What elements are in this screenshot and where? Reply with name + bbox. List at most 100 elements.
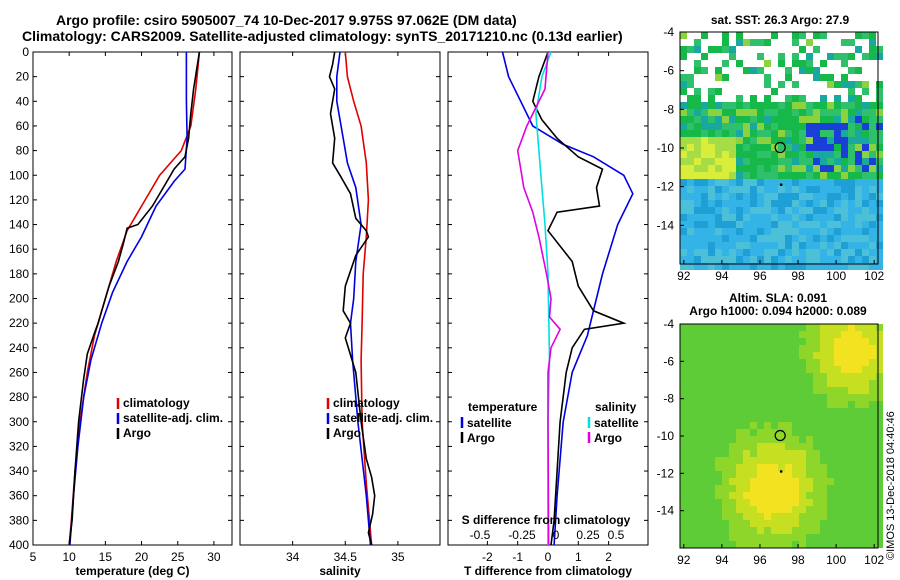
temperature-xtick-label: 30	[207, 550, 221, 564]
salinity-xtick-label: 34	[286, 550, 300, 564]
sst-map-xtick-label: 96	[753, 269, 767, 283]
salinity-diff-tick-label: 0.5	[608, 528, 625, 542]
sla-map-ytick-label: -4	[663, 317, 674, 331]
depth-tick-label: 320	[9, 439, 29, 453]
depth-tick-label: 360	[9, 489, 29, 503]
title-line-2: Climatology: CARS2009. Satellite-adjuste…	[22, 28, 623, 44]
salinity-legend-item: climatology	[333, 396, 400, 410]
depth-tick-label: 180	[9, 267, 29, 281]
salinity-legend-item: Argo	[333, 426, 361, 440]
depth-tick-label: 80	[16, 144, 30, 158]
temperature-series-climatology	[68, 51, 201, 546]
temperature-series-argo	[68, 51, 201, 546]
depth-tick-label: 300	[9, 415, 29, 429]
depth-tick-label: 20	[16, 70, 30, 84]
depth-tick-label: 340	[9, 464, 29, 478]
sst-map-ytick-label: -6	[663, 64, 674, 78]
sla-map-xtick-label: 98	[791, 553, 805, 567]
depth-tick-label: 100	[9, 168, 29, 182]
temperature-axes-frame	[32, 51, 233, 546]
temperature-xtick-label: 15	[99, 550, 113, 564]
depth-tick-label: 260	[9, 365, 29, 379]
temperature-legend-item: climatology	[123, 396, 190, 410]
diff-legend-item: satellite	[594, 416, 639, 430]
sst-map-xtick-label: 94	[715, 269, 729, 283]
sla-map-xtick-label: 102	[864, 553, 884, 567]
sla-map-ytick-label: -10	[657, 429, 675, 443]
depth-tick-label: 200	[9, 292, 29, 306]
temperature-xtick-label: 20	[135, 550, 149, 564]
salinity-series-climatology	[344, 51, 373, 546]
sla-map-title-2: Argo h1000: 0.094 h2000: 0.089	[689, 304, 867, 318]
salinity-diff-tick-label: -0.5	[470, 528, 491, 542]
sst-map-xtick-label: 100	[826, 269, 846, 283]
salinity-axes-frame	[239, 51, 441, 546]
differences-series-t-satellite	[501, 51, 634, 546]
temperature-series-satellite-adj-clim-	[69, 52, 188, 546]
title-line-1: Argo profile: csiro 5905007_74 10-Dec-20…	[56, 12, 517, 28]
salinity-series-argo	[328, 51, 376, 546]
differences-series-s-argo	[516, 51, 562, 546]
salinity-xlabel: salinity	[319, 564, 361, 578]
sla-map-ytick-label: -6	[663, 354, 674, 368]
differences-xtick-label: 1	[575, 550, 582, 564]
depth-tick-label: 160	[9, 242, 29, 256]
sla-map-xtick-label: 94	[715, 553, 729, 567]
depth-tick-label: 220	[9, 316, 29, 330]
sst-map-title: sat. SST: 26.3 Argo: 27.9	[711, 13, 850, 27]
sla-map-ytick-label: -14	[657, 504, 675, 518]
salinity-series-satellite-adj-clim-	[336, 51, 372, 546]
temperature-xlabel: temperature (deg C)	[75, 564, 189, 578]
diff-legend-item: Argo	[594, 431, 622, 445]
differences-xlabel: T difference from climatology	[464, 564, 632, 578]
differences-xtick-label: 0	[545, 550, 552, 564]
sst-map-xtick-label: 102	[864, 269, 884, 283]
sst-map-argo-marker	[774, 141, 786, 154]
depth-tick-label: 400	[9, 538, 29, 552]
depth-tick-label: 60	[16, 119, 30, 133]
sla-map-title-1: Altim. SLA: 0.091	[729, 291, 827, 305]
sst-map-ytick-label: -4	[663, 25, 674, 39]
depth-tick-label: 140	[9, 218, 29, 232]
sla-map-argo-marker	[774, 429, 786, 442]
diff-legend-title-temperature: temperature	[468, 400, 538, 414]
depth-tick-label: 0	[22, 45, 29, 59]
differences-xtick-label: 2	[605, 550, 612, 564]
sst-map-xtick-label: 92	[677, 269, 691, 283]
sst-map-ytick-label: -12	[657, 180, 675, 194]
sst-map-field	[680, 32, 883, 270]
sla-map-field	[680, 324, 883, 548]
temperature-xtick-label: 10	[63, 550, 77, 564]
differences-xtick-label: -1	[512, 550, 523, 564]
temperature-legend-item: satellite-adj. clim.	[123, 411, 223, 425]
salinity-diff-axis-label: S difference from climatology	[462, 513, 631, 527]
temperature-xtick-label: 25	[171, 550, 185, 564]
sst-map-xtick-label: 98	[791, 269, 805, 283]
sla-map-ytick-label: -8	[663, 392, 674, 406]
temperature-legend-item: Argo	[123, 426, 151, 440]
sla-map-xtick-label: 96	[753, 553, 767, 567]
sla-map-xtick-label: 100	[826, 553, 846, 567]
diff-legend-item: Argo	[467, 431, 495, 445]
depth-tick-label: 120	[9, 193, 29, 207]
depth-tick-label: 280	[9, 390, 29, 404]
depth-tick-label: 40	[16, 94, 30, 108]
diff-legend-item: satellite	[467, 416, 512, 430]
sla-map-track-marker	[779, 470, 783, 473]
differences-xtick-label: -2	[482, 550, 493, 564]
salinity-diff-tick-label: 0	[553, 528, 560, 542]
sla-map-ytick-label: -12	[657, 466, 675, 480]
imos-stamp: ©IMOS 13-Dec-2018 04:40:46	[885, 411, 897, 560]
salinity-xtick-label: 35	[391, 550, 405, 564]
diff-legend-title-salinity: salinity	[595, 400, 637, 414]
salinity-legend-item: satellite-adj. clim.	[333, 411, 433, 425]
depth-tick-label: 240	[9, 341, 29, 355]
sst-map-ytick-label: -10	[657, 141, 675, 155]
depth-tick-label: 380	[9, 513, 29, 527]
differences-series-t-argo	[531, 51, 627, 546]
temperature-xtick-label: 5	[30, 550, 37, 564]
sst-map-track-marker	[779, 183, 783, 187]
salinity-diff-tick-label: -0.25	[508, 528, 536, 542]
sst-map-ytick-label: -8	[663, 102, 674, 116]
